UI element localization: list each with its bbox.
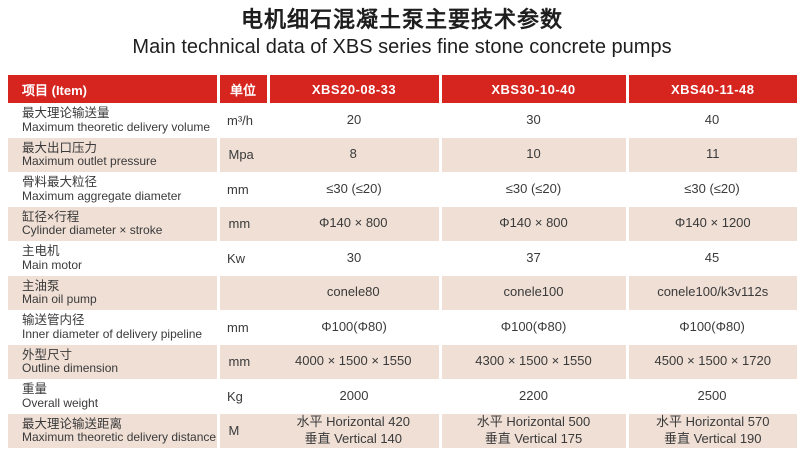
row-label-cell: 骨料最大粒径 Maximum aggregate diameter [8, 172, 218, 207]
row-value-cell-0: 20 [268, 103, 440, 138]
row-value-cell-2: 11 [625, 137, 797, 172]
row-value-cell-2: 40 [627, 103, 797, 138]
row-value-cell-2: 4500 × 1500 × 1720 [625, 344, 797, 379]
row-label-zh: 主电机 [22, 244, 60, 259]
row-unit-cell: m³/h [218, 103, 268, 138]
row-value-cell-2: Φ100(Φ80) [627, 310, 797, 345]
row-unit-cell: Kg [218, 379, 268, 414]
row-value-cell-0: 水平 Horizontal 420 垂直 Vertical 140 [268, 413, 440, 448]
row-value-cell-0: Φ140 × 800 [268, 206, 440, 241]
row-value-cell-1: 2200 [440, 379, 627, 414]
table-row: 主电机 Main motor Kw 30 37 45 [8, 241, 797, 276]
row-value-cell-2: ≤30 (≤20) [627, 172, 797, 207]
col-header-model-0: XBS20-08-33 [266, 75, 440, 103]
row-label-en: Inner diameter of delivery pipeline [22, 326, 203, 341]
col-header-model-2: XBS40-11-48 [625, 75, 797, 103]
row-value-cell-0: ≤30 (≤20) [268, 172, 440, 207]
row-value-cell-1: 30 [440, 103, 627, 138]
title-block: 电机细石混凝土泵主要技术参数 Main technical data of XB… [0, 6, 804, 59]
table-row: 缸径×行程 Cylinder diameter × stroke mm Φ140… [8, 206, 797, 241]
row-value-cell-1: ≤30 (≤20) [440, 172, 627, 207]
page-title-zh: 电机细石混凝土泵主要技术参数 [240, 7, 563, 32]
col-header-unit: 单位 [216, 75, 268, 103]
row-value-cell-2: 45 [627, 241, 797, 276]
row-label-en: Overall weight [22, 395, 99, 410]
page-title-en: Main technical data of XBS series fine s… [132, 35, 672, 58]
row-value-cell-1: 4300 × 1500 × 1550 [438, 344, 627, 379]
table-row: 主油泵 Main oil pump conele80 conele100 con… [8, 275, 797, 310]
row-unit-cell: M [216, 413, 268, 448]
row-value-cell-1: 水平 Horizontal 500 垂直 Vertical 175 [438, 413, 627, 448]
row-label-cell: 外型尺寸 Outline dimension [8, 344, 218, 379]
row-unit-cell: mm [216, 206, 268, 241]
row-label-cell: 最大理论输送量 Maximum theoretic delivery volum… [8, 103, 218, 138]
table-row: 最大出口压力 Maximum outlet pressure Mpa 8 10 … [8, 137, 797, 172]
spec-table: 项目 (Item) 单位 XBS20-08-33 XBS30-10-40 XBS… [8, 75, 797, 448]
table-row: 重量 Overall weight Kg 2000 2200 2500 [8, 379, 797, 414]
row-unit-cell: mm [218, 310, 268, 345]
row-label-en: Maximum theoretic delivery volume [22, 119, 211, 134]
row-label-en: Main motor [22, 257, 83, 272]
row-unit-cell [216, 275, 268, 310]
row-unit-cell: mm [216, 344, 268, 379]
row-label-zh: 重量 [22, 382, 48, 397]
row-label-zh: 主油泵 [22, 278, 60, 293]
row-value-cell-0: 30 [268, 241, 440, 276]
col-header-item: 项目 (Item) [8, 75, 218, 103]
table-row: 外型尺寸 Outline dimension mm 4000 × 1500 × … [8, 344, 797, 379]
row-label-zh: 最大理论输送距离 [22, 416, 123, 431]
table-row: 最大理论输送距离 Maximum theoretic delivery dist… [8, 413, 797, 448]
row-value-cell-0: Φ100(Φ80) [268, 310, 440, 345]
col-header-model-1: XBS30-10-40 [438, 75, 627, 103]
row-label-en: Main oil pump [22, 292, 97, 307]
row-label-en: Cylinder diameter × stroke [22, 223, 163, 238]
row-label-en: Maximum aggregate diameter [22, 188, 182, 203]
row-label-en: Outline dimension [22, 361, 119, 376]
row-value-cell-1: Φ100(Φ80) [440, 310, 627, 345]
row-label-cell: 输送管内径 Inner diameter of delivery pipelin… [8, 310, 218, 345]
row-value-cell-2: conele100/k3v112s [625, 275, 797, 310]
row-label-cell: 主油泵 Main oil pump [8, 275, 218, 310]
row-value-cell-2: Φ140 × 1200 [625, 206, 797, 241]
row-value-cell-1: conele100 [438, 275, 627, 310]
row-value-cell-0: conele80 [268, 275, 440, 310]
row-label-zh: 输送管内径 [22, 313, 85, 328]
table-row: 输送管内径 Inner diameter of delivery pipelin… [8, 310, 797, 345]
table-row: 骨料最大粒径 Maximum aggregate diameter mm ≤30… [8, 172, 797, 207]
row-value-cell-1: 10 [438, 137, 627, 172]
table-row: 最大理论输送量 Maximum theoretic delivery volum… [8, 103, 797, 138]
row-value-cell-0: 8 [268, 137, 440, 172]
row-value-cell-0: 4000 × 1500 × 1550 [268, 344, 440, 379]
row-label-cell: 最大理论输送距离 Maximum theoretic delivery dist… [8, 413, 218, 448]
row-label-cell: 重量 Overall weight [8, 379, 218, 414]
row-label-zh: 缸径×行程 [22, 209, 80, 224]
row-value-cell-0: 2000 [268, 379, 440, 414]
row-label-cell: 缸径×行程 Cylinder diameter × stroke [8, 206, 218, 241]
row-label-en: Maximum outlet pressure [22, 154, 157, 169]
spec-table-header: 项目 (Item) 单位 XBS20-08-33 XBS30-10-40 XBS… [8, 75, 797, 103]
row-label-zh: 骨料最大粒径 [22, 175, 98, 190]
row-unit-cell: Kw [218, 241, 268, 276]
row-label-cell: 主电机 Main motor [8, 241, 218, 276]
row-unit-cell: Mpa [216, 137, 268, 172]
row-label-zh: 外型尺寸 [22, 347, 73, 362]
row-unit-cell: mm [218, 172, 268, 207]
row-label-zh: 最大理论输送量 [22, 106, 110, 121]
row-label-cell: 最大出口压力 Maximum outlet pressure [8, 137, 218, 172]
row-value-cell-2: 2500 [627, 379, 797, 414]
row-value-cell-1: Φ140 × 800 [438, 206, 627, 241]
row-label-en: Maximum theoretic delivery distance [22, 430, 217, 445]
row-value-cell-2: 水平 Horizontal 570 垂直 Vertical 190 [625, 413, 797, 448]
header-row: 项目 (Item) 单位 XBS20-08-33 XBS30-10-40 XBS… [8, 75, 797, 103]
row-label-zh: 最大出口压力 [22, 140, 98, 155]
row-value-cell-1: 37 [440, 241, 627, 276]
spec-table-body: 最大理论输送量 Maximum theoretic delivery volum… [8, 103, 797, 448]
